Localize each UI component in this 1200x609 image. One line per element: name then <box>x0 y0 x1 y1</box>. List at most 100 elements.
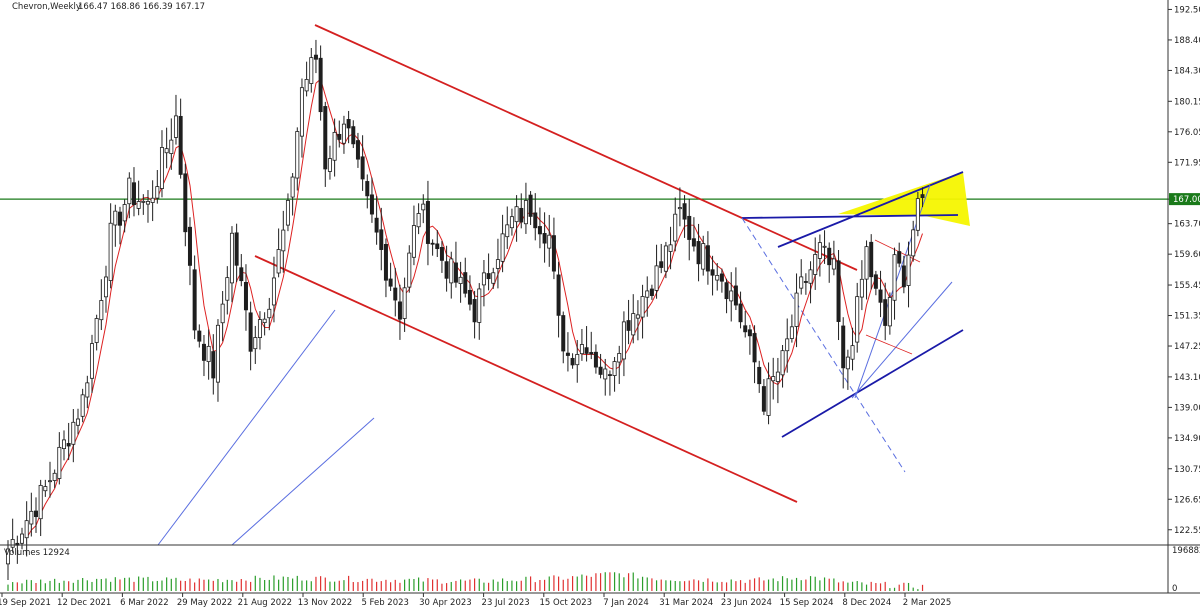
candle-body <box>817 242 822 259</box>
candle <box>645 276 650 317</box>
candle-body <box>257 319 262 338</box>
candle-body <box>477 288 482 323</box>
candle-body <box>481 272 486 286</box>
candle-body <box>472 299 477 323</box>
candle-body <box>869 241 874 278</box>
candle <box>575 339 580 383</box>
candle-body <box>453 262 458 283</box>
candle <box>766 362 771 425</box>
candle-body <box>579 344 584 355</box>
price-tick-label: 159.60 <box>1174 250 1200 260</box>
candle-body <box>514 206 519 223</box>
candle-body <box>593 351 598 368</box>
candle <box>416 203 421 235</box>
candle-body <box>509 216 514 229</box>
candle-body <box>920 194 925 199</box>
candle <box>514 195 519 242</box>
candle-body <box>523 200 528 225</box>
candle-body <box>537 226 542 235</box>
candle-body <box>61 439 66 450</box>
candle <box>841 317 846 389</box>
candle-body <box>229 232 234 284</box>
candle <box>360 135 365 191</box>
candle <box>122 199 127 233</box>
candle <box>355 132 360 168</box>
candle-body <box>761 386 766 412</box>
candle <box>304 61 309 97</box>
price-tick-label: 143.10 <box>1174 373 1200 383</box>
candle <box>808 261 813 304</box>
candle <box>444 245 449 292</box>
candle-body <box>85 382 90 398</box>
candle <box>19 527 24 550</box>
channel-blue-upper <box>777 171 964 248</box>
candle <box>374 196 379 245</box>
neckline <box>741 214 959 219</box>
candle-body <box>159 147 164 189</box>
candle-body <box>603 368 608 380</box>
candle <box>187 217 192 286</box>
candle <box>836 249 841 341</box>
candle <box>859 260 864 311</box>
candle-body <box>304 79 309 92</box>
candle-body <box>458 276 463 285</box>
price-axis: 192.50 188.40 184.30 180.15 176.05 171.95 167.… <box>1168 5 1200 536</box>
candle-body <box>281 229 286 252</box>
candle-body <box>724 282 729 300</box>
candle-body <box>836 260 841 322</box>
candle-body <box>365 181 370 197</box>
candle-body <box>379 229 384 250</box>
candle <box>262 312 267 336</box>
candle-body <box>841 325 846 369</box>
candle <box>547 214 552 267</box>
candle-body <box>155 186 160 199</box>
candle <box>29 492 34 537</box>
candle-body <box>621 321 626 360</box>
candle <box>318 45 323 121</box>
candle-body <box>505 224 510 238</box>
candle-body <box>855 296 860 343</box>
candle <box>439 240 444 273</box>
candle-body <box>444 261 449 279</box>
price-tag-label: 167.00 <box>1173 195 1200 205</box>
candle <box>519 193 524 229</box>
candle <box>761 378 766 416</box>
candle <box>379 207 384 271</box>
candle <box>537 207 542 249</box>
time-tick-label: 15 Sep 2024 <box>780 598 834 608</box>
candle-body <box>201 343 206 361</box>
candle-body <box>117 211 122 226</box>
volume-bars <box>7 572 924 591</box>
candle-body <box>794 292 799 327</box>
candle-body <box>299 87 304 137</box>
candle-body <box>710 269 715 276</box>
candle <box>495 238 500 289</box>
candle-body <box>341 123 346 144</box>
annotation-lines <box>0 24 1168 546</box>
candle-body <box>262 318 267 324</box>
candle <box>687 198 692 261</box>
candle-body <box>108 222 113 281</box>
candle-body <box>701 243 706 270</box>
time-tick-label: 30 Apr 2023 <box>419 598 472 608</box>
candle-body <box>561 315 566 352</box>
candle-body <box>887 297 892 327</box>
candle-body <box>589 352 594 355</box>
candle-body <box>393 287 398 301</box>
price-tick-label: 147.25 <box>1174 342 1200 352</box>
candle <box>682 195 687 238</box>
candle <box>892 247 897 320</box>
candle-body <box>617 353 622 363</box>
candle <box>850 327 855 371</box>
candle-body <box>141 200 146 203</box>
candle <box>103 265 108 313</box>
dashed-trendline <box>741 217 906 473</box>
candle-body <box>211 351 216 379</box>
candle <box>145 190 150 223</box>
candle <box>66 422 71 461</box>
candle-body <box>743 325 748 333</box>
price-tick-label: 171.95 <box>1174 158 1200 168</box>
candle <box>299 78 304 158</box>
candle <box>593 344 598 374</box>
candle <box>757 360 762 393</box>
